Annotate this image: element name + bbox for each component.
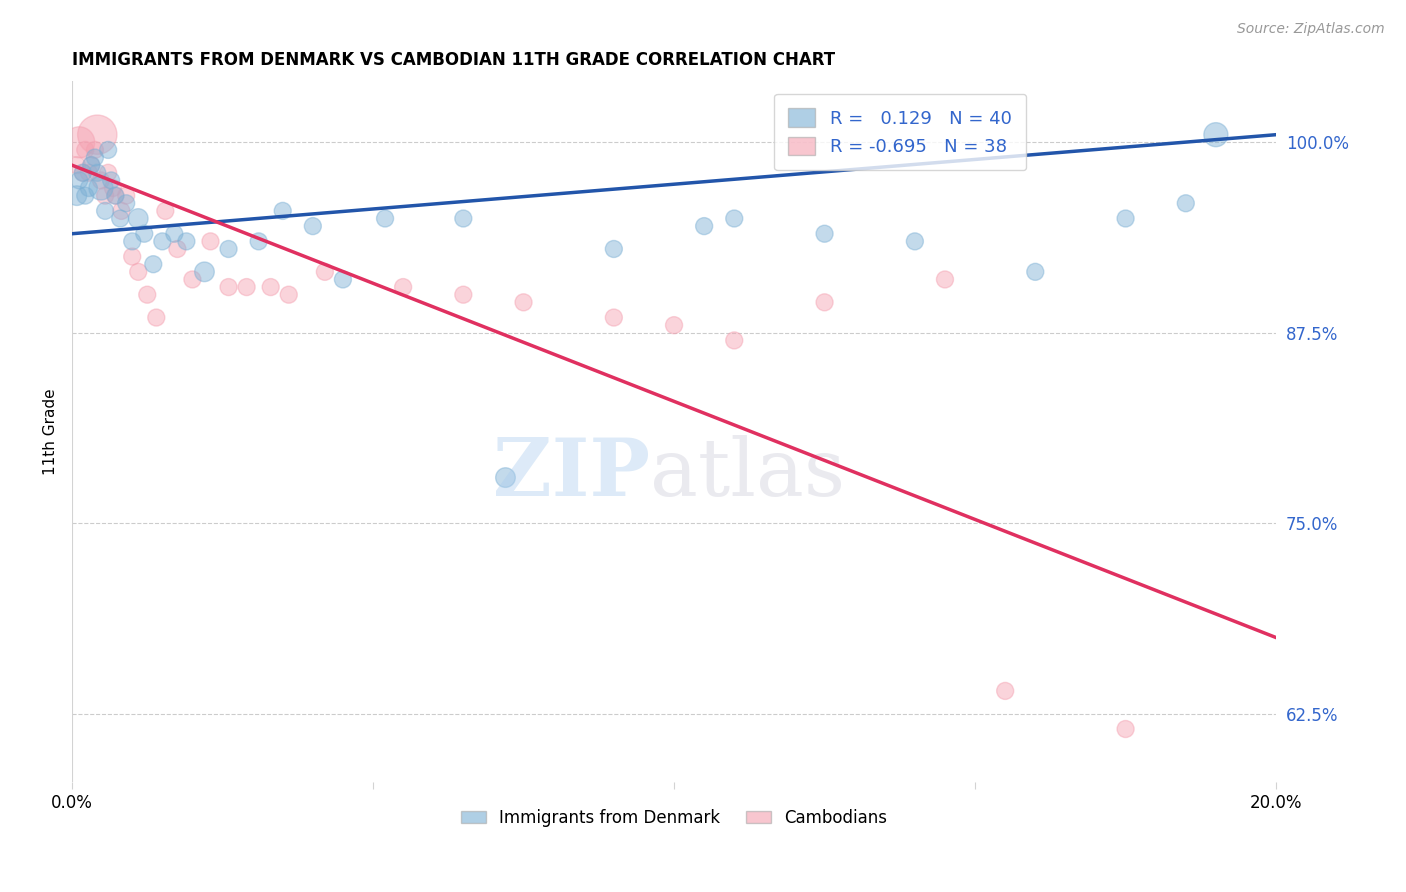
Point [163,227,186,241]
Point [603,242,626,256]
Point [66,188,89,202]
Point [512,295,534,310]
Point [662,318,685,333]
Point [166,242,188,256]
Point [1024,265,1046,279]
Text: atlas: atlas [650,435,845,513]
Point [1115,211,1137,226]
Point [374,211,396,226]
Point [332,272,354,286]
Point [994,684,1017,698]
Point [277,287,299,301]
Point [134,227,156,241]
Point [75,188,97,202]
Point [86,166,108,180]
Point [314,265,336,279]
Point [121,235,143,249]
Point [181,272,204,286]
Point [97,143,120,157]
Point [127,265,149,279]
Point [155,203,177,218]
Point [247,235,270,249]
Point [127,211,149,226]
Point [176,235,198,249]
Point [77,181,100,195]
Point [80,158,103,172]
Point [1205,128,1227,142]
Text: Source: ZipAtlas.com: Source: ZipAtlas.com [1237,22,1385,37]
Point [218,242,240,256]
Point [75,143,97,157]
Point [80,158,103,172]
Point [934,272,956,286]
Point [813,227,835,241]
Point [904,235,927,249]
Text: ZIP: ZIP [494,435,650,513]
Point [72,166,94,180]
Point [90,173,112,187]
Point [495,470,517,484]
Point [104,188,127,202]
Point [67,136,90,150]
Point [115,196,138,211]
Point [110,203,132,218]
Y-axis label: 11th Grade: 11th Grade [44,389,58,475]
Point [101,181,124,195]
Point [94,203,117,218]
Point [83,143,105,157]
Point [67,173,90,187]
Point [1115,722,1137,736]
Point [97,166,120,180]
Point [218,280,240,294]
Point [108,211,131,226]
Point [693,219,716,233]
Point [813,295,835,310]
Point [100,173,122,187]
Point [392,280,415,294]
Point [94,188,117,202]
Point [136,287,159,301]
Point [77,166,100,180]
Point [301,219,323,233]
Point [83,151,105,165]
Point [72,166,94,180]
Point [115,188,138,202]
Text: IMMIGRANTS FROM DENMARK VS CAMBODIAN 11TH GRADE CORRELATION CHART: IMMIGRANTS FROM DENMARK VS CAMBODIAN 11T… [72,51,835,69]
Point [453,287,475,301]
Point [723,211,745,226]
Point [121,250,143,264]
Point [1174,196,1197,211]
Point [86,128,108,142]
Point [142,257,165,271]
Point [723,334,745,348]
Point [104,188,127,202]
Point [150,235,173,249]
Legend: Immigrants from Denmark, Cambodians: Immigrants from Denmark, Cambodians [454,802,894,834]
Point [193,265,215,279]
Point [271,203,294,218]
Point [90,181,112,195]
Point [603,310,626,325]
Point [260,280,283,294]
Point [66,158,89,172]
Point [235,280,257,294]
Point [145,310,167,325]
Point [453,211,475,226]
Point [200,235,222,249]
